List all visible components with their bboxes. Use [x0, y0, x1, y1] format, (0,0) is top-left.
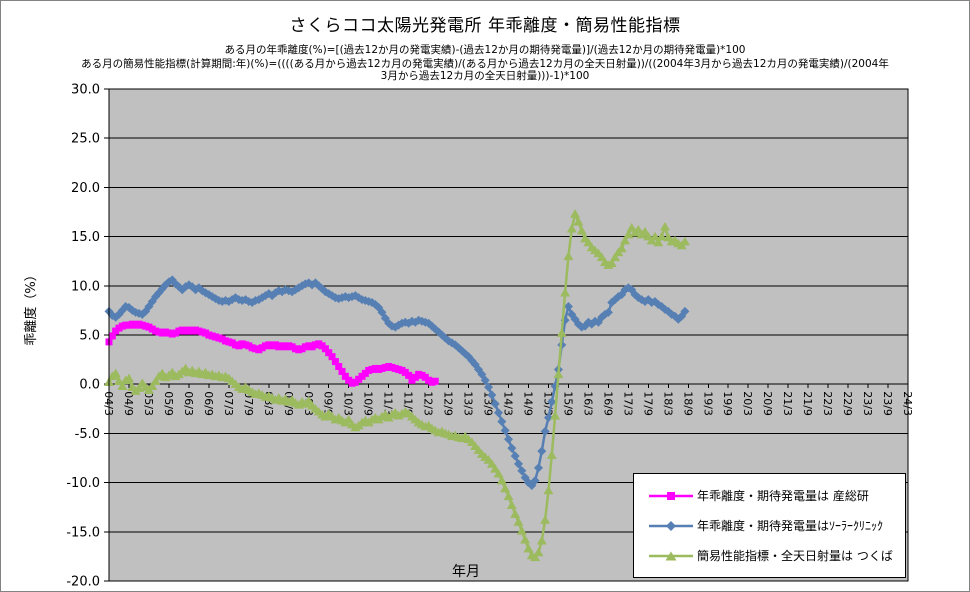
x-axis-tick-label: 05/3: [142, 391, 155, 416]
x-axis-tick-label: 16/9: [601, 391, 614, 416]
y-axis-tick-label: 0.0: [79, 378, 100, 393]
x-axis-tick-label: 18/9: [681, 391, 694, 416]
x-axis-tick-label: 20/9: [761, 391, 774, 416]
x-axis-tick-label: 16/3: [581, 391, 594, 416]
x-axis-tick-label: 10/9: [362, 391, 375, 416]
legend-marker-square-icon: [649, 491, 693, 500]
y-axis-tick-label: 15.0: [71, 230, 100, 245]
x-axis-tick-label: 17/9: [641, 391, 654, 416]
x-axis-tick-label: 22/3: [821, 391, 834, 416]
y-axis-tick-label: -5.0: [75, 427, 100, 442]
plot-border: [108, 88, 909, 582]
legend-item-sansoken: 年乖離度・期待発電量は 産総研: [647, 487, 905, 504]
x-axis-tick-label: 11/3: [382, 391, 395, 416]
x-axis-tick-label: 14/3: [502, 391, 515, 416]
chart-title: さくらココ太陽光発電所 年乖離度・簡易性能指標: [289, 16, 681, 36]
y-axis-tick-label: 5.0: [79, 329, 100, 344]
series-sansoken-markers: [105, 320, 439, 387]
x-axis-tick-label: 15/9: [561, 391, 574, 416]
x-axis-tick-label: 20/3: [741, 391, 754, 416]
x-axis-tick-label: 13/3: [462, 391, 475, 416]
y-axis-tick-label: 20.0: [71, 181, 100, 196]
chart-subtitle-line-2: ある月の簡易性能指標(計算期間:年)(%)=((((ある月から過去12カ月の発電…: [81, 58, 889, 70]
y-axis-title: 乖離度（%）: [24, 268, 39, 346]
series-solar-clinic-markers: [104, 275, 690, 491]
x-axis-tick-label: 12/9: [442, 391, 455, 416]
x-axis-tick-label: 19/9: [721, 391, 734, 416]
series-tsukuba-markers: [104, 209, 690, 562]
legend-item-tsukuba: 簡易性能指標・全天日射量は つくば: [647, 547, 905, 564]
x-axis-tick-label: 06/9: [202, 391, 215, 416]
y-axis-tick-label: 10.0: [71, 279, 100, 294]
legend-marker-diamond-icon: [649, 520, 693, 531]
x-axis-tick-label: 06/3: [182, 391, 195, 416]
x-axis-tick-label: 04/9: [122, 391, 135, 416]
x-axis-tick-label: 09/9: [322, 391, 335, 416]
x-axis-tick-label: 21/3: [781, 391, 794, 416]
x-axis-tick-label: 10/3: [342, 391, 355, 416]
x-axis-tick-label: 23/9: [881, 391, 894, 416]
legend-label-tsukuba: 簡易性能指標・全天日射量は つくば: [697, 549, 893, 563]
chart-subtitle-line-1: ある月の年乖離度(%)=[(過去12か月の発電実績)-(過去12か月の期待発電量…: [224, 44, 746, 56]
x-axis-tick-label: 19/3: [701, 391, 714, 416]
legend-marker-triangle-icon: [649, 551, 693, 560]
legend-label-sansoken: 年乖離度・期待発電量は 産総研: [697, 489, 869, 503]
y-axis-tick-label: 30.0: [71, 83, 100, 98]
x-axis-tick-label: 05/9: [162, 391, 175, 416]
legend-item-solar-clinic: 年乖離度・期待発電量はｿｰﾗｰｸﾘﾆｯｸ: [647, 517, 905, 534]
y-axis-tick-label: 25.0: [71, 132, 100, 147]
x-axis-tick-label: 07/3: [222, 391, 235, 416]
x-axis-tick-label: 22/9: [841, 391, 854, 416]
x-axis-tick-label: 18/3: [661, 391, 674, 416]
x-axis-tick-label: 23/3: [861, 391, 874, 416]
x-axis-tick-label: 21/9: [801, 391, 814, 416]
legend-label-solar-clinic: 年乖離度・期待発電量はｿｰﾗｰｸﾘﾆｯｸ: [697, 519, 884, 533]
y-axis-tick-label: -20.0: [66, 575, 100, 590]
x-axis-tick-label: 17/3: [621, 391, 634, 416]
legend: 年乖離度・期待発電量は 産総研 年乖離度・期待発電量はｿｰﾗｰｸﾘﾆｯｸ 簡易性…: [633, 473, 906, 578]
x-axis-tick-label: 12/3: [422, 391, 435, 416]
y-axis-tick-label: -10.0: [66, 476, 100, 491]
x-axis-title: 年月: [452, 564, 480, 580]
chart-subtitle-line-3: 3月から過去12カ月の全天日射量)))-1)*100: [380, 70, 590, 82]
y-axis-tick-label: -15.0: [66, 525, 100, 540]
x-axis-tick-label: 14/9: [521, 391, 534, 416]
